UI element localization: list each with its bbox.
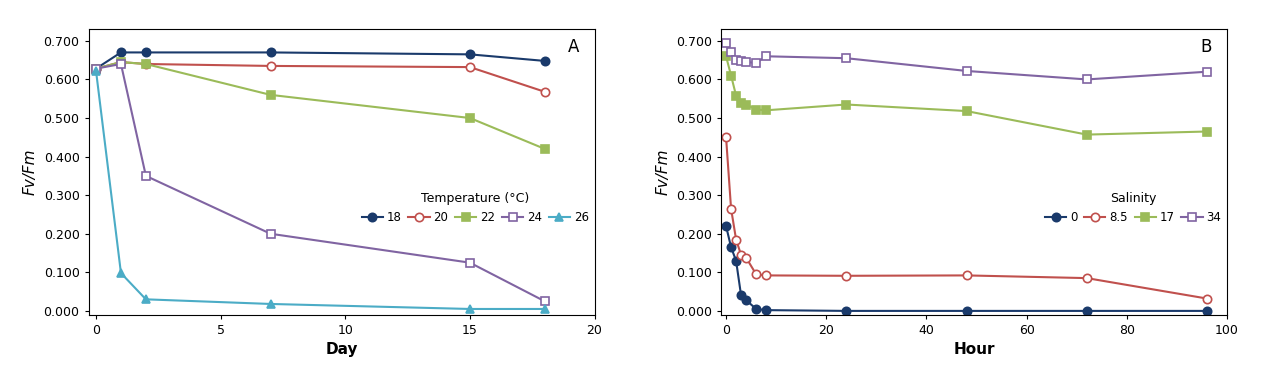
24 (462, 261, 477, 265)
26 (462, 307, 477, 311)
34 (1199, 70, 1214, 74)
Line: 22: 22 (92, 58, 549, 153)
34 (739, 60, 754, 64)
8.5 (749, 272, 764, 276)
18 (462, 52, 477, 57)
17 (729, 93, 744, 98)
Line: 20: 20 (92, 58, 549, 96)
8.5 (759, 273, 774, 277)
20 (263, 64, 278, 68)
24 (538, 299, 553, 303)
17 (959, 109, 974, 113)
20 (114, 60, 129, 64)
Y-axis label: Fv/Fm: Fv/Fm (23, 149, 38, 195)
8.5 (1199, 296, 1214, 301)
8.5 (734, 253, 749, 257)
Y-axis label: Fv/Fm: Fv/Fm (655, 149, 670, 195)
0 (759, 308, 774, 312)
22 (138, 62, 153, 66)
Line: 17: 17 (722, 52, 1211, 139)
Text: B: B (1200, 38, 1212, 56)
Line: 8.5: 8.5 (722, 133, 1211, 303)
17 (719, 54, 734, 59)
26 (114, 271, 129, 275)
0 (1079, 309, 1094, 313)
0 (959, 309, 974, 313)
X-axis label: Day: Day (325, 342, 358, 357)
26 (138, 297, 153, 302)
18 (114, 50, 129, 55)
0 (729, 258, 744, 263)
26 (89, 69, 104, 73)
34 (749, 61, 764, 65)
34 (729, 58, 744, 62)
24 (114, 62, 129, 66)
20 (538, 90, 553, 94)
18 (138, 50, 153, 55)
Text: A: A (568, 38, 579, 56)
24 (263, 232, 278, 236)
Line: 34: 34 (722, 39, 1211, 83)
24 (138, 174, 153, 178)
8.5 (729, 237, 744, 242)
17 (739, 102, 754, 107)
8.5 (739, 255, 754, 260)
0 (1199, 309, 1214, 313)
26 (263, 302, 278, 306)
0 (749, 307, 764, 311)
8.5 (1079, 276, 1094, 280)
17 (1199, 129, 1214, 134)
22 (89, 67, 104, 71)
22 (114, 60, 129, 64)
17 (759, 108, 774, 112)
34 (719, 41, 734, 45)
22 (263, 93, 278, 97)
22 (538, 147, 553, 151)
17 (839, 102, 854, 107)
Line: 26: 26 (92, 67, 549, 313)
X-axis label: Hour: Hour (954, 342, 994, 357)
26 (538, 307, 553, 311)
18 (89, 67, 104, 71)
34 (734, 59, 749, 63)
0 (719, 224, 734, 228)
Line: 24: 24 (92, 60, 549, 305)
20 (138, 62, 153, 66)
17 (749, 107, 764, 112)
0 (734, 293, 749, 298)
Legend: 18, 20, 22, 24, 26: 18, 20, 22, 24, 26 (362, 192, 588, 224)
24 (89, 67, 104, 71)
8.5 (839, 274, 854, 278)
34 (759, 54, 774, 59)
Legend: 0, 8.5, 17, 34: 0, 8.5, 17, 34 (1045, 192, 1221, 224)
20 (462, 65, 477, 69)
17 (724, 73, 739, 78)
Line: 18: 18 (92, 48, 549, 73)
8.5 (724, 206, 739, 211)
17 (1079, 132, 1094, 137)
34 (1079, 77, 1094, 82)
34 (959, 69, 974, 73)
22 (462, 116, 477, 120)
34 (724, 50, 739, 55)
18 (263, 50, 278, 55)
0 (724, 245, 739, 250)
18 (538, 59, 553, 63)
0 (739, 298, 754, 302)
17 (734, 100, 749, 105)
0 (839, 309, 854, 313)
20 (89, 67, 104, 71)
8.5 (719, 135, 734, 139)
34 (839, 56, 854, 60)
Line: 0: 0 (722, 222, 1211, 315)
8.5 (959, 273, 974, 277)
